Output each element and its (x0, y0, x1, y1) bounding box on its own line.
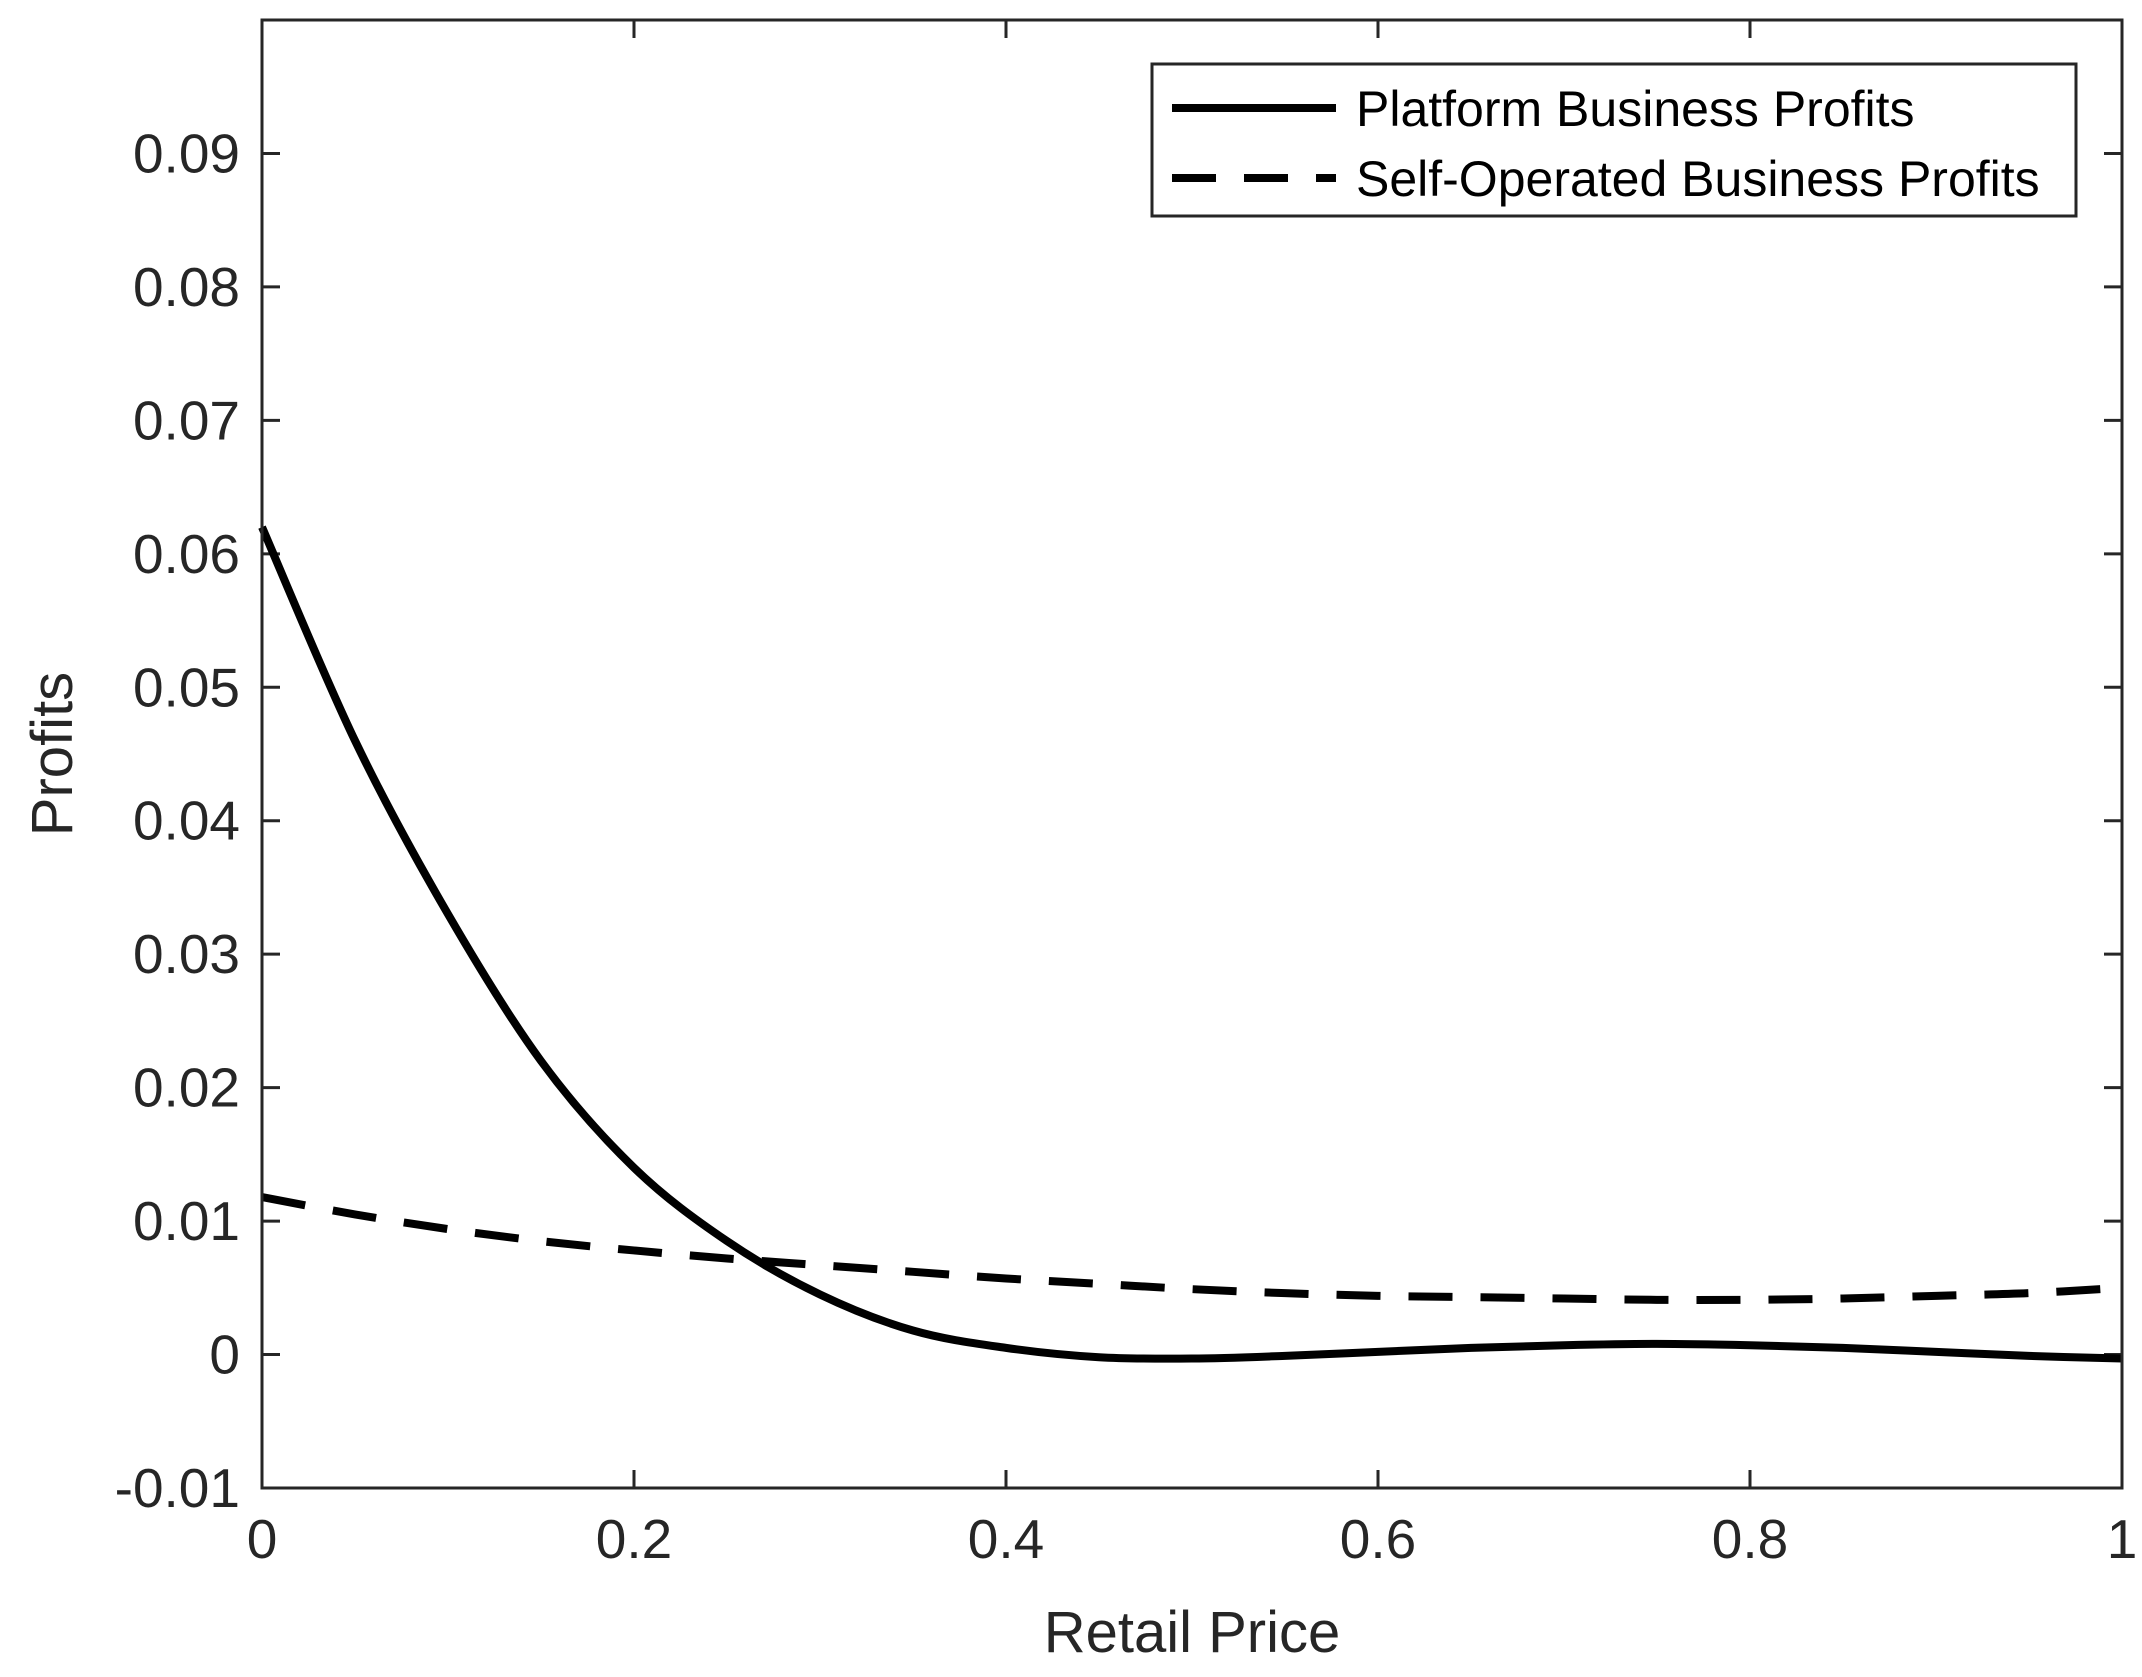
legend: Platform Business Profits Self-Operated … (1150, 62, 2078, 218)
y-tick-label: 0.07 (133, 389, 240, 451)
y-tick-label: -0.01 (115, 1457, 240, 1519)
legend-label-self-operated: Self-Operated Business Profits (1356, 151, 2040, 207)
y-tick-label: 0.08 (133, 256, 240, 318)
x-tick-label: 0.4 (968, 1508, 1044, 1570)
series-line-platform (258, 525, 2123, 1363)
y-tick-label: 0.05 (133, 656, 240, 718)
axis-ticks (260, 20, 2124, 1490)
y-tick-label: 0.03 (133, 923, 240, 985)
x-tick-label: 0.8 (1712, 1508, 1788, 1570)
legend-box (1150, 62, 2078, 218)
series-lines (258, 525, 2123, 1363)
x-axis-label: Retail Price (1044, 1600, 1341, 1665)
y-tick-label: 0.02 (133, 1057, 240, 1119)
y-tick-label: 0 (209, 1324, 240, 1386)
y-tick-label: 0.01 (133, 1190, 240, 1252)
x-tick-label: 0.2 (596, 1508, 672, 1570)
series-line-self-operated (261, 1193, 2123, 1304)
x-tick-label: 0.6 (1340, 1508, 1416, 1570)
x-tick-label: 1 (2107, 1508, 2138, 1570)
y-tick-label: 0.09 (133, 122, 240, 184)
tick-labels: 0 0.2 0.4 0.6 0.8 1-0.0100.010.020.030.040.05… (115, 122, 2138, 1570)
plot-area-frame (260, 18, 2124, 1490)
y-tick-label: 0.06 (133, 523, 240, 585)
legend-label-platform: Platform Business Profits (1356, 81, 1915, 137)
y-axis-label: Profits (20, 672, 85, 836)
x-tick-label: 0 (247, 1508, 278, 1570)
y-tick-label: 0.04 (133, 790, 240, 852)
